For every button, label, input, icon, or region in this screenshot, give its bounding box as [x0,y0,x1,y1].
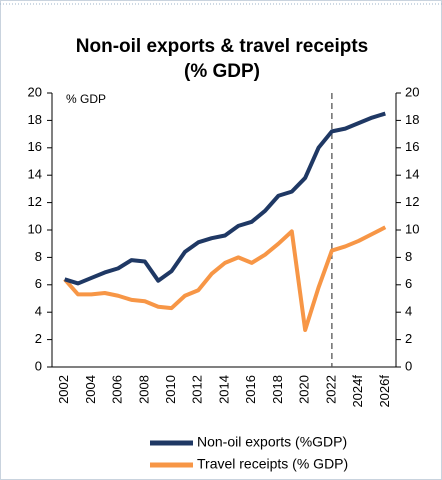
x-tick-label: 2022 [323,375,338,404]
y2-tick-label: 14 [405,167,419,182]
y2-tick-label: 18 [405,112,419,127]
chart-title: Non-oil exports & travel receipts [76,36,368,57]
y2-tick-label: 6 [405,276,412,291]
y-tick-label: 2 [35,331,42,346]
x-tick-label: 2026f [377,375,392,408]
series-line [64,111,386,286]
y-tick-label: 6 [35,276,42,291]
x-tick-label: 2008 [136,375,151,404]
y-tick-label: 16 [28,139,42,154]
x-tick-label: 2016 [243,375,258,404]
y-tick-label: 18 [28,112,42,127]
x-tick-label: 2018 [270,375,285,404]
y2-tick-label: 0 [405,358,412,373]
annotation: % GDP [66,92,106,106]
series-line [63,225,387,333]
y-tick-label: 12 [28,194,42,209]
chart-title: (% GDP) [184,61,260,82]
x-tick-label: 2020 [297,375,312,404]
y2-tick-label: 20 [405,84,419,99]
x-tick-label: 2004 [83,375,98,404]
x-tick-label: 2014 [216,375,231,404]
y-tick-label: 10 [28,221,42,236]
x-tick-label: 2006 [110,375,125,404]
y2-tick-label: 16 [405,139,419,154]
y2-tick-label: 10 [405,221,419,236]
y-tick-label: 4 [35,304,42,319]
y-tick-label: 8 [35,249,42,264]
y-tick-label: 20 [28,84,42,99]
x-tick-label: 2002 [56,375,71,404]
y2-tick-label: 2 [405,331,412,346]
x-tick-label: 2024f [350,375,365,408]
legend-label: Travel receipts (% GDP) [197,456,348,472]
x-tick-label: 2010 [163,375,178,404]
y-tick-label: 0 [35,358,42,373]
y2-tick-label: 12 [405,194,419,209]
legend-label: Non-oil exports (%GDP) [197,434,347,450]
y-tick-label: 14 [28,167,42,182]
x-tick-label: 2012 [190,375,205,404]
y2-tick-label: 8 [405,249,412,264]
y2-tick-label: 4 [405,304,412,319]
